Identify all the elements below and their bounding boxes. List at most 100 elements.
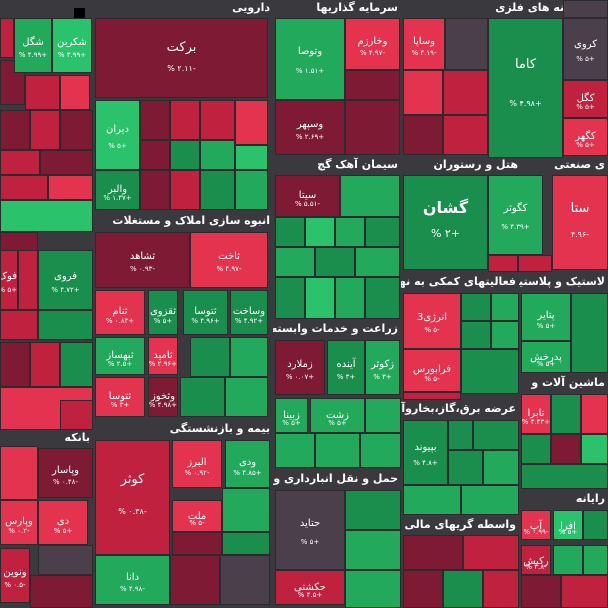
stock-tile[interactable]: [222, 532, 270, 555]
stock-tile[interactable]: [335, 277, 365, 319]
stock-tile[interactable]: [345, 100, 400, 155]
stock-tile[interactable]: [170, 170, 200, 210]
stock-tile[interactable]: [60, 110, 93, 150]
stock-tile[interactable]: کگهر +۵ %: [563, 118, 608, 156]
stock-tile[interactable]: حکشتی +۴.۵ %: [275, 570, 345, 605]
stock-tile[interactable]: [521, 434, 551, 464]
stock-tile[interactable]: ثتوسا +۳ %: [95, 377, 145, 417]
stock-tile[interactable]: تابرا +۳.۴۳ %: [521, 394, 551, 434]
stock-tile[interactable]: [345, 490, 401, 530]
stock-tile[interactable]: [180, 377, 225, 417]
stock-tile[interactable]: [275, 433, 315, 468]
stock-tile[interactable]: [48, 175, 93, 200]
stock-tile[interactable]: [38, 310, 93, 340]
stock-tile[interactable]: ثنام +۰.۸۳ %: [95, 290, 145, 335]
stock-tile[interactable]: [443, 70, 488, 115]
stock-tile[interactable]: [461, 349, 519, 394]
stock-tile[interactable]: [30, 342, 60, 387]
stock-tile[interactable]: وخارزم -۴.۹۷ %: [345, 18, 400, 70]
stock-tile[interactable]: [463, 535, 519, 570]
stock-tile[interactable]: [581, 434, 608, 464]
stock-tile[interactable]: [190, 337, 230, 377]
stock-tile[interactable]: کاما +۴.۹۸ %: [488, 18, 563, 158]
stock-tile[interactable]: [0, 446, 38, 500]
stock-tile[interactable]: [488, 255, 518, 272]
stock-tile[interactable]: [275, 277, 305, 319]
stock-tile[interactable]: [315, 433, 360, 468]
stock-tile[interactable]: [521, 464, 608, 489]
stock-tile[interactable]: زبینا +۵ %: [275, 398, 308, 433]
stock-tile[interactable]: [365, 217, 400, 247]
stock-tile[interactable]: افرا +۵ %: [553, 510, 583, 540]
stock-tile[interactable]: [345, 530, 401, 570]
stock-tile[interactable]: [305, 277, 335, 319]
stock-tile[interactable]: [0, 150, 40, 175]
stock-tile[interactable]: [551, 394, 581, 434]
stock-tile[interactable]: [60, 400, 93, 430]
stock-tile[interactable]: [340, 175, 400, 217]
stock-tile[interactable]: [583, 510, 608, 540]
stock-tile[interactable]: [483, 450, 519, 485]
stock-tile[interactable]: [551, 434, 581, 464]
stock-tile[interactable]: [365, 398, 401, 433]
stock-tile[interactable]: [448, 420, 473, 450]
stock-tile[interactable]: [315, 247, 355, 277]
stock-tile[interactable]: [360, 433, 401, 468]
stock-tile[interactable]: [305, 217, 335, 247]
stock-tile[interactable]: ونوین -۰.۵ %: [0, 548, 30, 603]
stock-tile[interactable]: حتاید +۵ %: [275, 490, 345, 570]
stock-tile[interactable]: [491, 293, 519, 321]
stock-tile[interactable]: [581, 394, 608, 434]
stock-tile[interactable]: [355, 247, 400, 277]
stock-tile[interactable]: ثبهساز +۲.۵ %: [95, 337, 145, 375]
stock-tile[interactable]: ثامید +۲.۹۶ %: [148, 337, 178, 375]
stock-tile[interactable]: ستا -۴.۹۶: [552, 175, 608, 270]
stock-tile[interactable]: [403, 392, 461, 400]
stock-tile[interactable]: کگل +۵ %: [563, 80, 608, 118]
stock-tile[interactable]: کوثر -۰.۳۸ %: [95, 440, 170, 555]
stock-tile[interactable]: [365, 277, 400, 319]
stock-tile[interactable]: [230, 337, 268, 377]
stock-tile[interactable]: والبر +۱.۳۷ %: [95, 170, 140, 210]
stock-tile[interactable]: [483, 570, 519, 608]
stock-tile[interactable]: [443, 115, 488, 155]
stock-tile[interactable]: زشت +۵ %: [310, 398, 365, 433]
stock-tile[interactable]: [170, 100, 200, 140]
stock-tile[interactable]: [403, 570, 443, 608]
stock-tile[interactable]: [140, 140, 170, 170]
stock-tile[interactable]: وساپا -۴.۱۹ %: [403, 18, 445, 70]
stock-tile[interactable]: کروی +۵ %: [563, 18, 608, 80]
stock-tile[interactable]: [461, 321, 491, 349]
stock-tile[interactable]: پتایر +۵ %: [521, 293, 571, 341]
stock-tile[interactable]: [222, 488, 270, 532]
stock-tile[interactable]: برکت -۲.۱۱ %: [95, 18, 268, 98]
stock-tile[interactable]: [473, 420, 519, 450]
stock-tile[interactable]: دی +۵ %: [38, 500, 88, 545]
stock-tile[interactable]: [60, 342, 93, 387]
stock-tile[interactable]: زکوثر +۳ %: [365, 340, 400, 395]
stock-tile[interactable]: [235, 170, 268, 210]
stock-tile[interactable]: پدرخش +۵ %: [521, 341, 571, 373]
stock-tile[interactable]: [445, 18, 488, 70]
stock-tile[interactable]: شکربن +۳.۹۹ %: [52, 18, 92, 73]
stock-tile[interactable]: ثاخت -۴.۹۷ %: [190, 232, 268, 288]
stock-tile[interactable]: [0, 110, 30, 150]
stock-tile[interactable]: [583, 545, 608, 575]
stock-tile[interactable]: [40, 150, 93, 175]
stock-tile[interactable]: [0, 200, 93, 232]
stock-tile[interactable]: [461, 485, 519, 515]
stock-tile[interactable]: [170, 140, 200, 170]
stock-tile[interactable]: [403, 115, 443, 155]
stock-tile[interactable]: [140, 100, 170, 140]
stock-tile[interactable]: [275, 247, 315, 277]
stock-tile[interactable]: وسپهر +۲.۶۹ %: [275, 100, 345, 155]
stock-tile[interactable]: [0, 342, 30, 387]
stock-tile[interactable]: آینده +۳ %: [327, 340, 365, 395]
stock-tile[interactable]: [563, 0, 608, 18]
stock-tile[interactable]: [30, 110, 60, 150]
stock-tile[interactable]: [200, 100, 235, 140]
stock-tile[interactable]: بپیوند +۴.۸ %: [403, 420, 448, 485]
stock-tile[interactable]: [18, 250, 38, 310]
stock-tile[interactable]: [25, 75, 60, 110]
stock-tile[interactable]: وپارس -۰.۲ %: [0, 500, 38, 545]
